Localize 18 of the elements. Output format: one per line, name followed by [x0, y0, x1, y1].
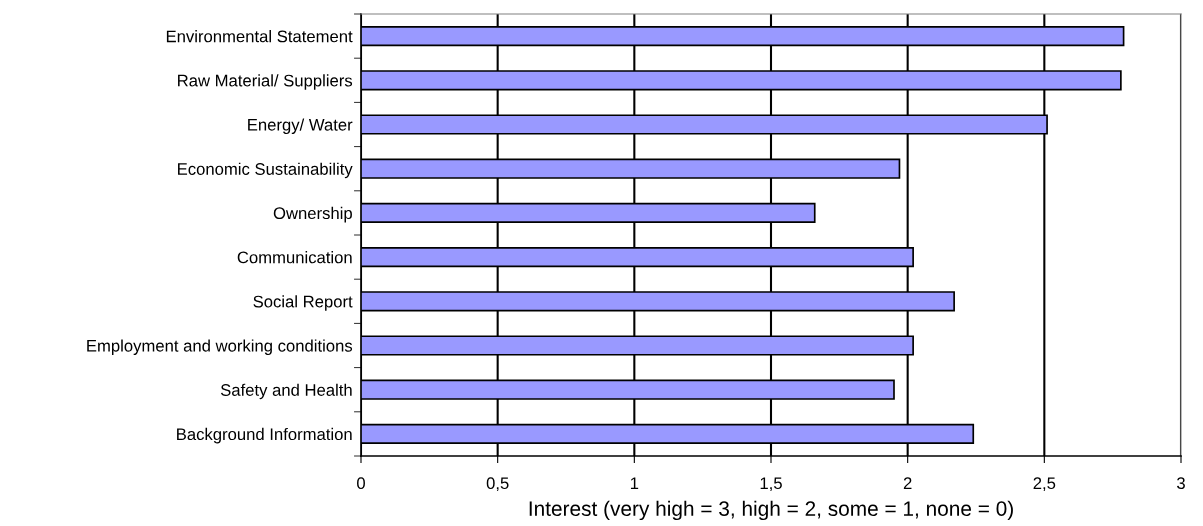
- y-tick-label: Environmental Statement: [166, 30, 353, 43]
- y-tick-label: Ownership: [273, 206, 352, 223]
- y-tick-label: Economic Sustainability: [178, 162, 353, 179]
- y-tick-label: Communication: [237, 251, 352, 264]
- x-tick-label: 0: [357, 477, 365, 490]
- y-tick-label: Employment and working conditions: [87, 339, 353, 355]
- y-tick-label: Background Information: [177, 427, 352, 444]
- x-axis-title: Interest (very high = 3, high = 2, some = 1, none = 0): [529, 500, 1013, 521]
- y-tick-label: Social Report: [253, 295, 353, 311]
- y-tick-label: Raw Material/ Suppliers: [178, 74, 353, 90]
- x-tick-label: 2: [903, 477, 912, 489]
- x-tick-label: 1,5: [760, 477, 782, 492]
- x-tick-label: 1: [630, 477, 639, 489]
- x-tick-label: 2,5: [1033, 477, 1056, 492]
- y-tick-label: Energy/ Water: [248, 118, 353, 134]
- x-tick-label: 0,5: [486, 477, 509, 492]
- x-tick-label: 3: [1177, 477, 1185, 490]
- y-tick-label: Safety and Health: [220, 383, 352, 400]
